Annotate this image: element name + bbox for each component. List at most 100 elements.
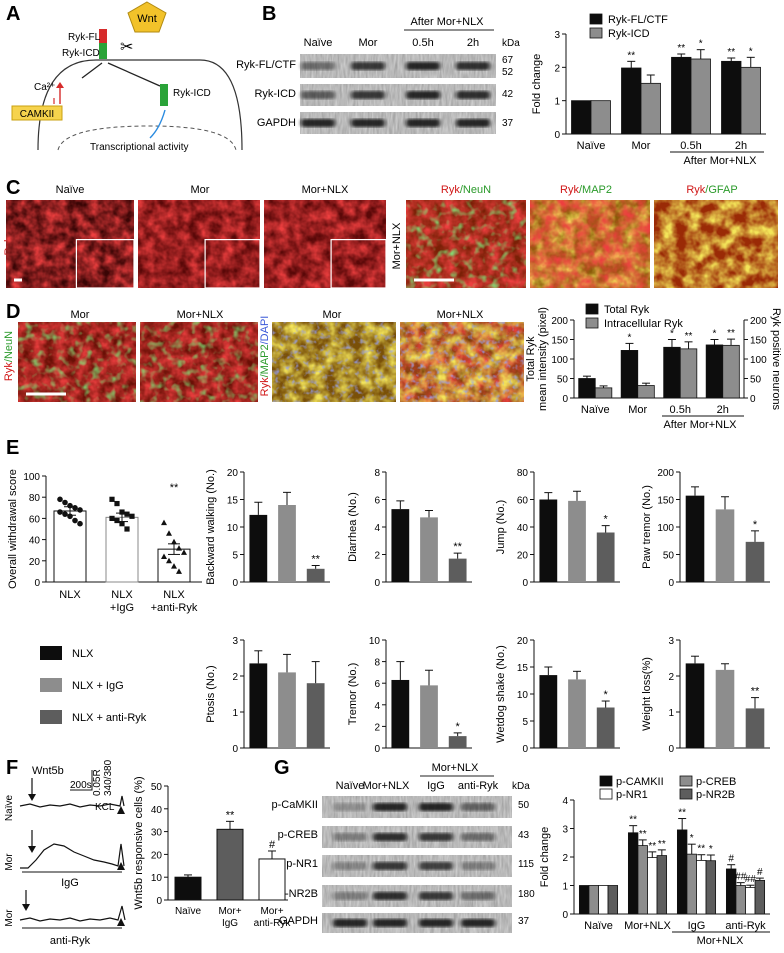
B-y-tick-label: 0: [554, 130, 560, 141]
B-x-tick-label: Mor: [632, 140, 651, 152]
D-y2-tick-label: 0: [750, 394, 756, 405]
G-bar: [578, 885, 590, 915]
blot-g-kda-3: 180: [518, 889, 535, 900]
G-bar: [647, 857, 658, 915]
D-y2-tick-label: 50: [750, 375, 762, 386]
arrow-w2-head: [28, 846, 36, 853]
D-y-tick-label: 100: [551, 355, 568, 366]
chart-E-jump: 0 20 40 60 80 Jump (No.) *: [495, 468, 620, 589]
chart-E-weight: 0 1 2 3 Weight loss(%) **: [641, 636, 770, 755]
blot-b-membranes: [300, 54, 496, 134]
blot-b-ryk-icd-band: [406, 91, 440, 99]
E-diarrhea-y-tick-label: 4: [374, 523, 380, 534]
E-tremor-bar: [420, 685, 438, 748]
wnt-pentagon: [127, 1, 167, 33]
D-ylabel: Total Ryk: [525, 336, 537, 382]
G-y-tick-label: 0: [562, 910, 568, 921]
E-wetdog-y-tick-label: 0: [522, 744, 528, 755]
panel-d: D Mor Mor+NLX Mor Mor+NLX Ryk/NeuN Ryk/M…: [3, 301, 524, 402]
micrograph-c-map2-layer: [530, 200, 650, 288]
E-ptosis-bar: [278, 672, 296, 748]
blot-g-pcamkii-band: [333, 803, 367, 811]
E-score-y-tick-label: 0: [34, 578, 40, 589]
E-ptosis-y-tick-label: 2: [232, 672, 238, 683]
blot-g-pnr1-texture: [322, 855, 512, 877]
E-tremor-y-tick-label: 6: [374, 679, 380, 690]
panel-b-blot: B Naïve Mor After Mor+NLX 0.5h 2h kDa Ry…: [236, 3, 520, 134]
E-score-mean-bar: [105, 516, 139, 583]
trace-row-mor-1: Mor: [4, 853, 15, 871]
F-ylabel: Wnt5b responsive cells (%): [133, 776, 145, 909]
B-sig: **: [677, 43, 685, 54]
E-diarrhea-y-tick-label: 2: [374, 551, 380, 562]
F-bar: [258, 858, 286, 901]
F-sig: #: [269, 839, 276, 851]
blot-g-pnr2b-texture: [322, 885, 512, 907]
micrograph-c-mornlx-layer: [264, 200, 386, 288]
E-score-point: [67, 502, 73, 509]
D-y-tick-label: 50: [557, 375, 569, 386]
G-bar: [696, 860, 707, 915]
blot-g-kda-1: 43: [518, 830, 530, 841]
E-paw-y-tick-label: 100: [657, 523, 674, 534]
F-y-tick-label: 30: [151, 828, 163, 839]
G-bar: [656, 855, 668, 915]
legend-swatch-antiryk: [40, 710, 62, 724]
G-ylabel: Fold change: [539, 827, 551, 888]
micrograph-c-mor-layer: [138, 200, 260, 288]
blot-g-kda-0: 50: [518, 800, 530, 811]
blot-g-pcamkii-band: [461, 803, 495, 811]
G-legend-swatch: [599, 788, 613, 800]
B-group-label: After Mor+NLX: [683, 155, 757, 167]
trace-scale-bar: [70, 770, 93, 791]
E-tremor-bar: [391, 679, 410, 748]
micrograph-d-mor-map2-layer: [272, 322, 396, 402]
D-bar: [637, 385, 655, 399]
G-x-tick-label: anti-Ryk: [725, 920, 766, 932]
wnt-label: Wnt: [137, 13, 157, 25]
E-score-point: [176, 545, 182, 551]
E-score-point: [77, 507, 83, 513]
trace-antiryk-label: anti-Ryk: [50, 935, 91, 947]
B-y-tick-label: 3: [554, 30, 560, 41]
E-score-point: [57, 509, 63, 515]
blot-b-gapdh-band: [301, 119, 335, 127]
E-jump-bar: [596, 532, 615, 582]
panel-c: C Naïve Mor Mor+NLX Ryk Mor+NLX Ryk/NeuN…: [3, 177, 778, 289]
D-bar: [722, 344, 740, 399]
ryk-icd-label-2: Ryk-ICD: [173, 88, 211, 99]
blot-g-row-1: p-CREB: [278, 829, 318, 841]
blot-g-row-2: p-NR1: [286, 858, 318, 870]
blot-g-membranes: [322, 796, 512, 933]
legend-nlx: NLX: [72, 648, 94, 660]
D-sig: *: [670, 329, 674, 340]
blot-g-pnr2b-band: [333, 892, 367, 900]
D-x-tick-label: Naïve: [581, 404, 610, 416]
B-legend-label: Ryk-FL/CTF: [608, 14, 668, 26]
cell-membrane: [37, 59, 243, 151]
blot-g-row-3: p-NR2B: [279, 888, 318, 900]
E-ptosis-y-tick-label: 0: [232, 744, 238, 755]
G-bar: [676, 829, 688, 915]
D-y-tick-label: 0: [562, 394, 568, 405]
legend-swatch-igg: [40, 678, 62, 692]
blot-g-pcreb-band: [461, 833, 495, 841]
E-weight-bar: [745, 708, 765, 748]
F-bar: [216, 828, 244, 901]
blot-g-gapdh-texture: [322, 913, 512, 933]
panel-letter-c: C: [6, 177, 20, 199]
D-legend-swatch: [585, 317, 599, 329]
blot-g-gapdh-band: [461, 919, 495, 927]
blot-b-row-2: GAPDH: [257, 117, 296, 129]
G-sig: **: [648, 841, 656, 852]
panel-d-title-1: Mor+NLX: [177, 309, 224, 321]
blot-b-lane-3: 2h: [467, 37, 479, 49]
panel-g-blot: G Mor+NLX Naïve Mor+NLX IgG anti-Ryk kDa…: [272, 757, 535, 933]
panel-a: A Wnt Ryk-FL Ryk-ICD ✂ Ca²⁺ CAMKII Ryk-I…: [6, 1, 243, 153]
E-backward-bar: [306, 568, 325, 582]
E-score-point: [72, 505, 78, 511]
G-legend-label: p-CAMKII: [616, 776, 664, 788]
blot-b-ryk-icd-band: [301, 91, 335, 99]
B-bar: [621, 67, 642, 135]
